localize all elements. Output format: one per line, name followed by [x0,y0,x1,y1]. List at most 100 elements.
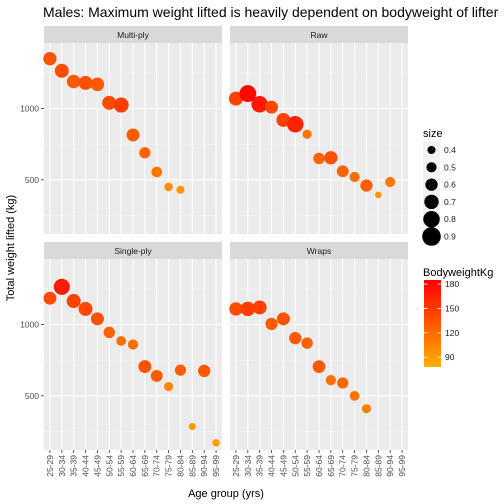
y-tick-label: 500 [25,175,39,185]
facet-raw: Raw [228,26,408,234]
size-legend-title: size [423,128,443,140]
facet-single-ply: Single-ply 500 1000 25-29 30-34 35-39 40-44 45-… [20,242,222,477]
size-legend-dot [423,210,440,228]
facet-strip [44,242,222,259]
color-legend-label: 150 [445,303,459,313]
x-tick-label: 60-64 [128,455,138,477]
size-legend-dot [426,162,437,173]
data-point [174,364,187,376]
data-point [349,390,360,401]
data-point [324,151,338,165]
size-legend-label: 0.9 [444,232,456,242]
x-tick-label: 70-74 [338,455,348,477]
data-point [151,166,163,178]
color-bar [424,280,441,367]
data-point [66,74,81,89]
data-point [164,182,173,192]
data-point [164,381,174,392]
x-tick-label: 25-29 [231,455,241,477]
x-tick-label: 65-69 [140,455,150,477]
data-point [228,91,243,106]
chart-title: Males: Maximum weight lifted is heavily … [43,4,499,20]
data-point [287,115,304,133]
x-tick-label: 75-79 [164,455,174,477]
data-point [66,294,81,309]
data-point [301,337,313,349]
data-point [276,312,290,326]
data-point [302,129,312,139]
size-legend-label: 0.4 [444,145,456,155]
facet-strip [230,26,408,43]
y-tick-label: 1000 [20,320,39,330]
color-legend-label: 180 [445,279,459,289]
size-legend-dot [425,178,438,191]
data-point [78,75,93,90]
size-legend-label: 0.8 [444,214,456,224]
x-tick-label: 40-44 [81,455,91,477]
data-point [176,185,185,194]
y-tick-label: 1000 [20,104,39,114]
x-axis-title: Age group (yrs) [188,488,264,500]
size-legend-dot [424,194,439,210]
data-point [375,191,382,199]
x-tick-label: 45-49 [92,455,102,477]
size-legend-label: 0.5 [444,162,456,172]
data-point [188,422,196,431]
facet-strip-label: Multi-ply [117,30,149,40]
facet-strip-label: Raw [310,30,328,40]
facet-grid: Multi-ply 500 1000 Raw Single-ply 500 1000 25-2… [20,26,408,477]
size-legend-dot [422,227,441,246]
data-point [90,312,104,326]
data-point [289,331,302,345]
x-tick-label: 75-79 [350,455,360,477]
facet-wraps: Wraps 25-29 30-34 35-39 40-44 45-49 50-54 55-59… [229,242,408,477]
data-point [139,147,151,159]
data-point [102,95,117,110]
size-legend-dot [427,145,436,155]
facet-multi-ply: Multi-ply 500 1000 [20,26,222,234]
data-point [126,128,140,142]
data-point [239,85,257,103]
color-legend-label: 90 [445,352,455,362]
x-tick-label: 85-89 [373,455,383,477]
data-point [90,77,105,92]
x-tick-label: 55-59 [302,455,312,477]
data-point [337,377,349,389]
size-legend-label: 0.6 [444,180,456,190]
data-point [54,63,69,78]
data-point [360,179,373,192]
data-point [349,171,360,183]
x-tick-label: 50-54 [104,455,114,477]
color-legend-title: BodyweightKg [423,267,493,279]
data-point [252,300,267,315]
y-axis-title: Total weight lifted (kg) [5,195,17,301]
data-point [385,176,396,188]
data-point [265,317,278,331]
data-point [43,291,57,305]
y-tick-label: 500 [25,391,39,401]
x-tick-label: 70-74 [152,455,162,477]
data-point [229,302,243,316]
data-point [113,97,129,113]
x-tick-label: 80-84 [361,455,371,477]
data-point [336,165,349,178]
data-point [313,152,325,165]
x-tick-label: 50-54 [290,455,300,477]
x-tick-label: 25-29 [45,455,55,477]
x-tick-label: 45-49 [278,455,288,477]
data-point [240,301,255,317]
data-point [251,96,268,113]
x-tick-label: 65-69 [326,455,336,477]
facet-strip [44,26,222,43]
x-tick-label: 55-59 [116,455,126,477]
x-tick-label: 60-64 [314,455,324,477]
data-point [103,326,115,339]
x-tick-label: 30-34 [243,455,253,477]
facet-strip-label: Single-ply [114,246,152,256]
color-legend-label: 120 [445,328,459,338]
data-point [78,301,93,316]
x-tick-label: 85-89 [187,455,197,477]
data-point [198,364,211,378]
